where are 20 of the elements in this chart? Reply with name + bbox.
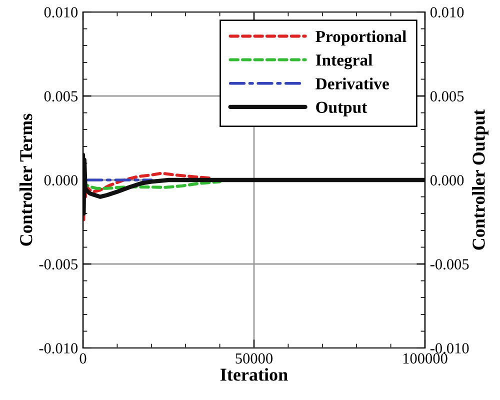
legend-label: Proportional (316, 30, 406, 46)
y2-tick-label: 0.010 (430, 7, 464, 18)
y-tick-label: 0.005 (44, 91, 78, 102)
x-tick-label: 100000 (403, 353, 448, 364)
legend-label: Output (316, 102, 368, 116)
y2-tick-label: 0.005 (430, 91, 464, 102)
legend-label: Integral (316, 54, 372, 70)
y-tick-label: -0.010 (39, 343, 78, 354)
y-tick-label: 0.000 (44, 175, 78, 186)
x-tick-label: 50000 (236, 353, 273, 364)
x-axis-title: Iteration (220, 368, 288, 381)
y-axis-title: Controller Terms (20, 114, 32, 246)
y2-tick-label: -0.010 (430, 343, 469, 354)
y2-axis-title: Controller Output (472, 109, 488, 250)
y2-tick-label: 0.000 (430, 175, 464, 186)
y-tick-label: 0.010 (44, 7, 78, 18)
y-tick-label: -0.005 (39, 259, 78, 270)
y2-tick-label: -0.005 (430, 259, 469, 270)
legend-label: Derivative (316, 78, 389, 90)
x-tick-label: 0 (80, 353, 86, 364)
